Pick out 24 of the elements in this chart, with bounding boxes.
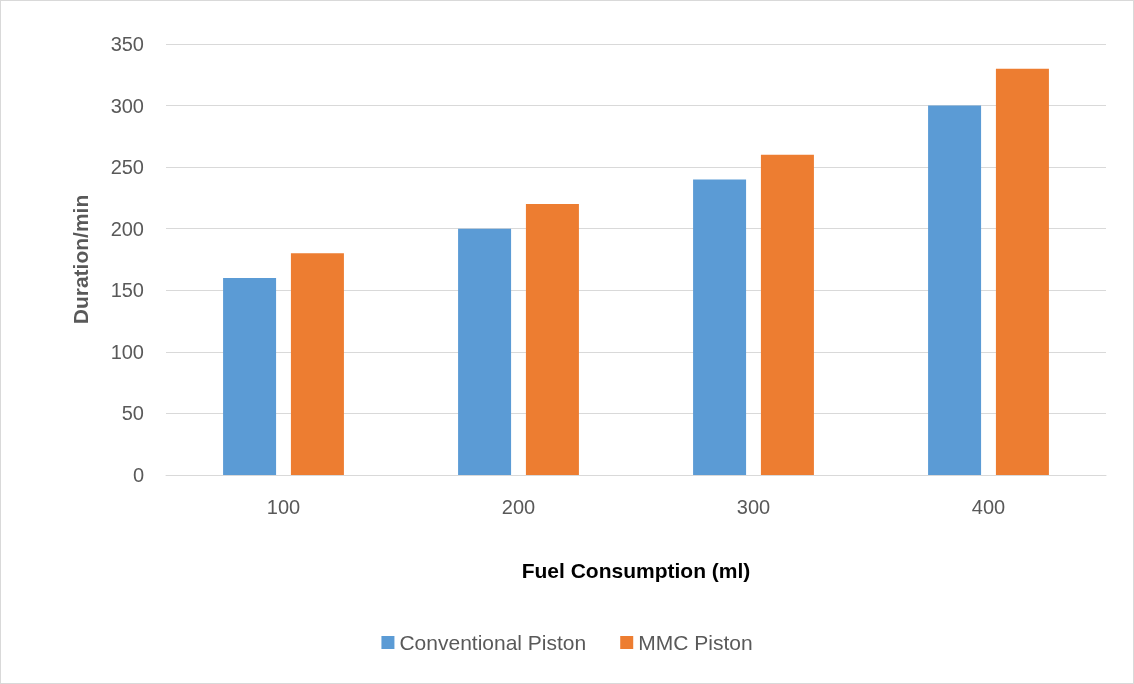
bar [995,68,1049,475]
bar [458,228,512,475]
bar [693,179,747,475]
bar [760,154,814,475]
y-tick-label: 150 [110,279,144,302]
legend-label: Conventional Piston [399,631,587,654]
y-tick-label: 350 [110,33,144,55]
y-tick-label: 50 [121,402,144,425]
y-tick-label: 100 [110,340,144,363]
y-tick-label: 250 [110,156,144,179]
x-tick-label: 100 [266,496,301,518]
y-tick-label: 0 [132,464,144,486]
bar [525,204,579,475]
x-tick-label: 200 [501,496,536,518]
x-axis-title: Fuel Consumption (ml) [521,559,751,582]
bar [223,277,277,475]
y-axis-title: Duration/min [69,194,92,325]
bar [290,253,344,475]
y-tick-label: 300 [110,94,144,117]
legend-label: MMC Piston [638,631,753,654]
y-tick-label: 200 [110,217,144,240]
x-tick-label: 300 [736,496,771,518]
bar [928,105,982,475]
x-tick-label: 400 [971,496,1006,518]
